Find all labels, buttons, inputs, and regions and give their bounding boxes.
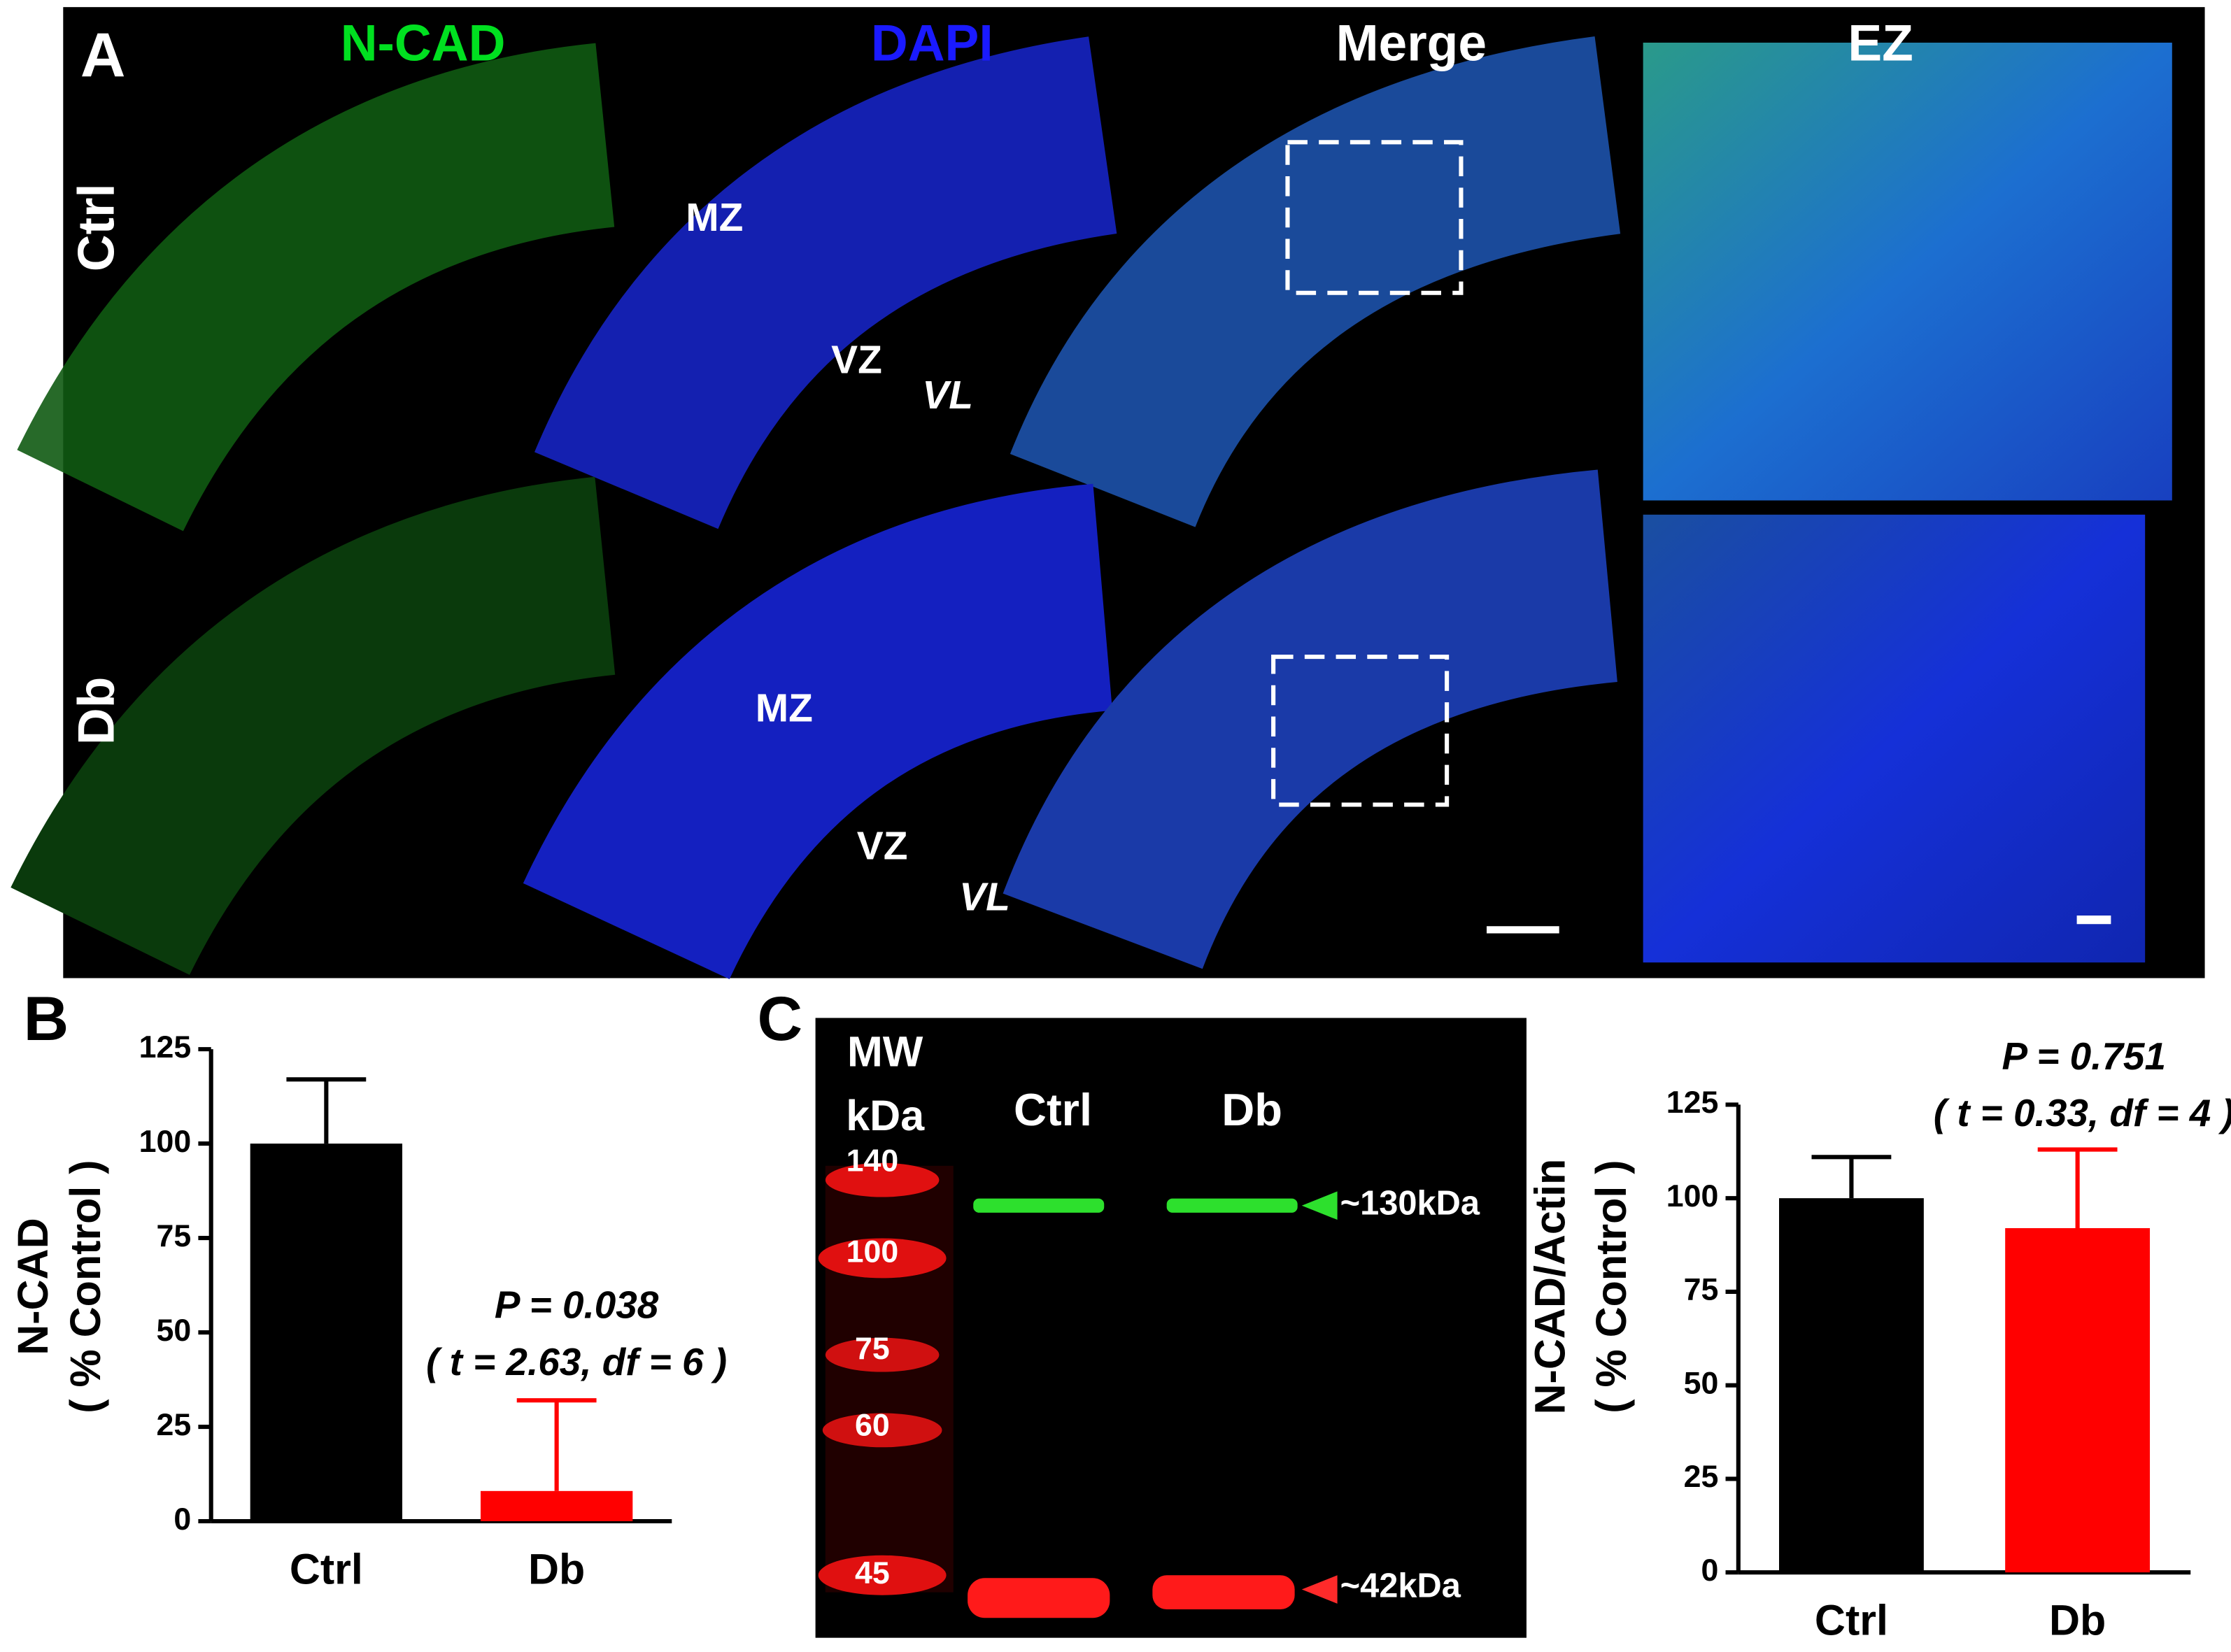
y-axis-label: ( % Control ) (62, 1160, 109, 1413)
y-axis-label: N-CAD (9, 1218, 57, 1355)
panel-label: C (757, 983, 802, 1053)
marker-label: 100 (847, 1235, 899, 1269)
zone-label: VL (959, 875, 1010, 920)
annotation: ( t = 2.63, df = 6 ) (426, 1340, 727, 1383)
y-tick-label: 100 (1666, 1179, 1719, 1213)
mw-header: MW (847, 1027, 923, 1075)
y-tick-label: 25 (1684, 1460, 1719, 1494)
x-tick-label: Db (2049, 1596, 2106, 1644)
bar (2005, 1227, 2151, 1573)
y-tick-label: 25 (157, 1408, 192, 1442)
y-tick-label: 50 (157, 1313, 192, 1348)
x-tick-label: Ctrl (290, 1545, 363, 1593)
western-blot (815, 1018, 1527, 1638)
panel-label: B (24, 983, 69, 1053)
y-axis-label: N-CAD/Actin (1527, 1159, 1574, 1415)
mw-header: kDa (846, 1092, 925, 1139)
band-label: ~42kDa (1340, 1567, 1461, 1604)
y-tick-label: 125 (139, 1030, 192, 1064)
micrographs (10, 36, 2172, 981)
band-label: ~130kDa (1340, 1185, 1480, 1223)
annotation: ( t = 0.33, df = 4 ) (1934, 1091, 2231, 1134)
y-tick-label: 75 (1684, 1273, 1719, 1307)
y-tick-label: 125 (1666, 1085, 1719, 1120)
x-tick-label: Ctrl (1815, 1596, 1888, 1644)
column-title: DAPI (871, 14, 993, 71)
column-title: EZ (1848, 14, 1913, 71)
marker-label: 75 (855, 1332, 890, 1366)
x-tick-label: Db (528, 1545, 585, 1593)
zone-label: VZ (831, 337, 882, 382)
column-title: Merge (1336, 14, 1487, 71)
y-tick-label: 0 (1701, 1553, 1718, 1588)
zone-label: VL (922, 373, 973, 418)
marker-label: 140 (847, 1144, 899, 1179)
bar (250, 1144, 403, 1521)
zone-label: VZ (857, 824, 908, 869)
row-label: Ctrl (67, 183, 125, 271)
row-label: Db (67, 677, 125, 746)
bar (480, 1490, 633, 1521)
y-axis-label: ( % Control ) (1587, 1160, 1635, 1413)
annotation: P = 0.751 (2002, 1034, 2166, 1078)
y-tick-label: 0 (173, 1502, 191, 1537)
lane-label: Ctrl (1014, 1084, 1092, 1135)
annotation: P = 0.038 (495, 1283, 659, 1327)
marker-label: 45 (855, 1556, 890, 1590)
bar (1778, 1198, 1924, 1573)
y-tick-label: 75 (157, 1219, 192, 1253)
y-tick-label: 100 (139, 1125, 192, 1159)
zone-label: MZ (756, 685, 813, 730)
column-title: N-CAD (341, 14, 506, 71)
panel-label: A (80, 20, 126, 90)
marker-label: 60 (855, 1409, 890, 1443)
y-tick-label: 50 (1684, 1366, 1719, 1400)
zone-label: MZ (686, 195, 743, 240)
lane-label: Db (1221, 1084, 1282, 1135)
